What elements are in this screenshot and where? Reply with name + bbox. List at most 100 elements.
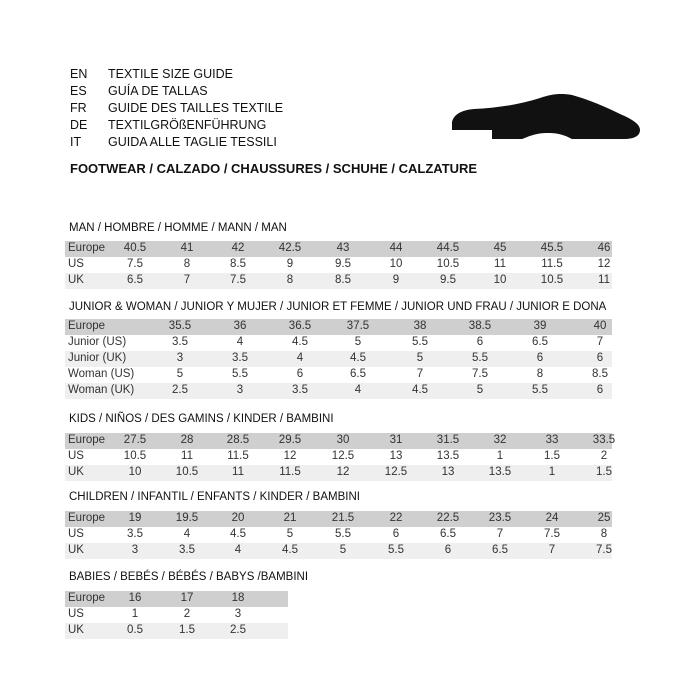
size-cell: 6.5 (350, 368, 366, 380)
guide-title: TEXTILGRÖßENFÜHRUNG (108, 118, 267, 132)
size-cell: 11.5 (227, 450, 249, 462)
size-cell: 6 (476, 336, 484, 348)
size-table: Europe 40.5 41 42 42.5 43 44 44.5 45 45.5 46 US 7.5 8… (65, 241, 612, 289)
table-row: Woman (UK) 2.5 3 3.5 4 4.5 5 5.5 6 (65, 383, 612, 399)
size-cell: 8 (600, 528, 608, 540)
size-cell: 30 (336, 434, 350, 446)
size-cell: 5.5 (532, 384, 548, 396)
section-title: BABIES / BEBÉS / BÉBÉS / BABYS /BAMBINI (69, 571, 309, 583)
row-label: US (68, 608, 84, 620)
size-cell: 44.5 (436, 242, 460, 254)
size-cell: 11 (494, 258, 506, 270)
row-label: Europe (68, 242, 106, 254)
size-cell: 40 (593, 320, 607, 332)
row-label: UK (68, 544, 84, 556)
size-cell: 2.5 (172, 384, 188, 396)
size-cell: 12 (597, 258, 611, 270)
table-row: UK 10 10.5 11 11.5 12 12.5 13 13.5 1 1.5 (65, 465, 612, 481)
size-cell: 6 (444, 544, 452, 556)
size-cell: 3.5 (232, 352, 248, 364)
size-cell: 3 (236, 384, 244, 396)
size-cell: 24 (545, 512, 559, 524)
size-cell: 11 (232, 466, 244, 478)
guide-title: GUÍA DE TALLAS (108, 84, 208, 98)
size-cell: 7 (596, 336, 604, 348)
size-cell: 6.5 (440, 528, 456, 540)
size-cell: 5 (339, 544, 347, 556)
row-label: Junior (UK) (68, 352, 127, 364)
size-cell: 37.5 (346, 320, 370, 332)
size-cell: 29.5 (278, 434, 302, 446)
size-cell: 5.5 (335, 528, 351, 540)
size-cell: 21.5 (331, 512, 355, 524)
size-cell: 33 (545, 434, 559, 446)
size-table: Europe 27.5 28 28.5 29.5 30 31 31.5 32 33 33.5 US 10… (65, 433, 616, 481)
size-cell: 25 (597, 512, 611, 524)
size-cell: 2.5 (230, 624, 246, 636)
size-cell: 5.5 (232, 368, 248, 380)
table-row: US 1 2 3 (65, 607, 288, 623)
row-label: UK (68, 274, 84, 286)
row-label: Europe (68, 592, 106, 604)
size-cell: 28.5 (226, 434, 250, 446)
table-row: UK 0.5 1.5 2.5 (65, 623, 288, 639)
guide-title: GUIDA ALLE TAGLIE TESSILI (108, 135, 277, 149)
table-row: Europe 35.5 36 36.5 37.5 38 38.5 39 40 (65, 319, 612, 335)
size-cell: 7 (416, 368, 424, 380)
row-label: UK (68, 466, 84, 478)
size-cell: 7.5 (544, 528, 560, 540)
size-cell: 10.5 (175, 466, 199, 478)
size-cell: 3.5 (179, 544, 195, 556)
section-title: JUNIOR & WOMAN / JUNIOR Y MUJER / JUNIOR… (69, 301, 607, 313)
size-cell: 5 (354, 336, 362, 348)
size-cell: 17 (180, 592, 194, 604)
size-cell: 4 (296, 352, 304, 364)
row-label: US (68, 450, 84, 462)
table-row: US 7.5 8 8.5 9 9.5 10 10.5 11 11.5 12 (65, 257, 612, 273)
size-cell: 19.5 (175, 512, 199, 524)
size-cell: 40.5 (123, 242, 147, 254)
table-row: UK 3 3.5 4 4.5 5 5.5 6 6.5 7 7.5 (65, 543, 612, 559)
size-cell: 5 (176, 368, 184, 380)
size-cell: 8.5 (592, 368, 608, 380)
table-row: Junior (US) 3.5 4 4.5 5 5.5 6 6.5 7 (65, 335, 612, 351)
size-cell: 2 (183, 608, 191, 620)
size-cell: 38 (413, 320, 427, 332)
table-row: US 3.5 4 4.5 5 5.5 6 6.5 7 7.5 8 (65, 527, 612, 543)
footwear-title: FOOTWEAR / CALZADO / CHAUSSURES / SCHUHE… (70, 161, 478, 176)
size-cell: 9.5 (335, 258, 351, 270)
size-cell: 5 (476, 384, 484, 396)
row-label: Junior (US) (68, 336, 127, 348)
table-row: UK 6.5 7 7.5 8 8.5 9 9.5 10 10.5 11 (65, 273, 612, 289)
section-title: CHILDREN / INFANTIL / ENFANTS / KINDER /… (69, 491, 360, 503)
size-cell: 9 (286, 258, 294, 270)
language-code: IT (70, 135, 82, 149)
size-cell: 3.5 (127, 528, 143, 540)
table-row: Woman (US) 5 5.5 6 6.5 7 7.5 8 8.5 (65, 367, 612, 383)
size-cell: 19 (128, 512, 142, 524)
table-row: Europe 19 19.5 20 21 21.5 22 22.5 23.5 24 25 (65, 511, 612, 527)
size-cell: 4.5 (412, 384, 428, 396)
size-cell: 7.5 (596, 544, 612, 556)
size-cell: 1.5 (544, 450, 560, 462)
row-label: Europe (68, 512, 106, 524)
size-table: Europe 16 17 18 US 1 2 3 UK 0.5 1.5 2.5 (65, 591, 288, 639)
size-cell: 11.5 (279, 466, 301, 478)
size-cell: 41 (180, 242, 194, 254)
row-label: US (68, 528, 84, 540)
section-title: MAN / HOMBRE / HOMME / MANN / MAN (69, 222, 287, 234)
row-label: Woman (US) (68, 368, 135, 380)
table-row: Europe 40.5 41 42 42.5 43 44 44.5 45 45.5 46 (65, 241, 612, 257)
size-cell: 4.5 (230, 528, 246, 540)
row-label: Europe (68, 320, 106, 332)
size-cell: 4 (354, 384, 362, 396)
size-cell: 2 (600, 450, 608, 462)
size-cell: 4.5 (282, 544, 298, 556)
size-cell: 36.5 (288, 320, 312, 332)
size-cell: 6 (296, 368, 304, 380)
size-cell: 11 (598, 274, 610, 286)
size-cell: 33.5 (592, 434, 616, 446)
size-cell: 45 (493, 242, 507, 254)
size-cell: 12.5 (384, 466, 408, 478)
section-title: KIDS / NIÑOS / DES GAMINS / KINDER / BAM… (69, 413, 334, 425)
